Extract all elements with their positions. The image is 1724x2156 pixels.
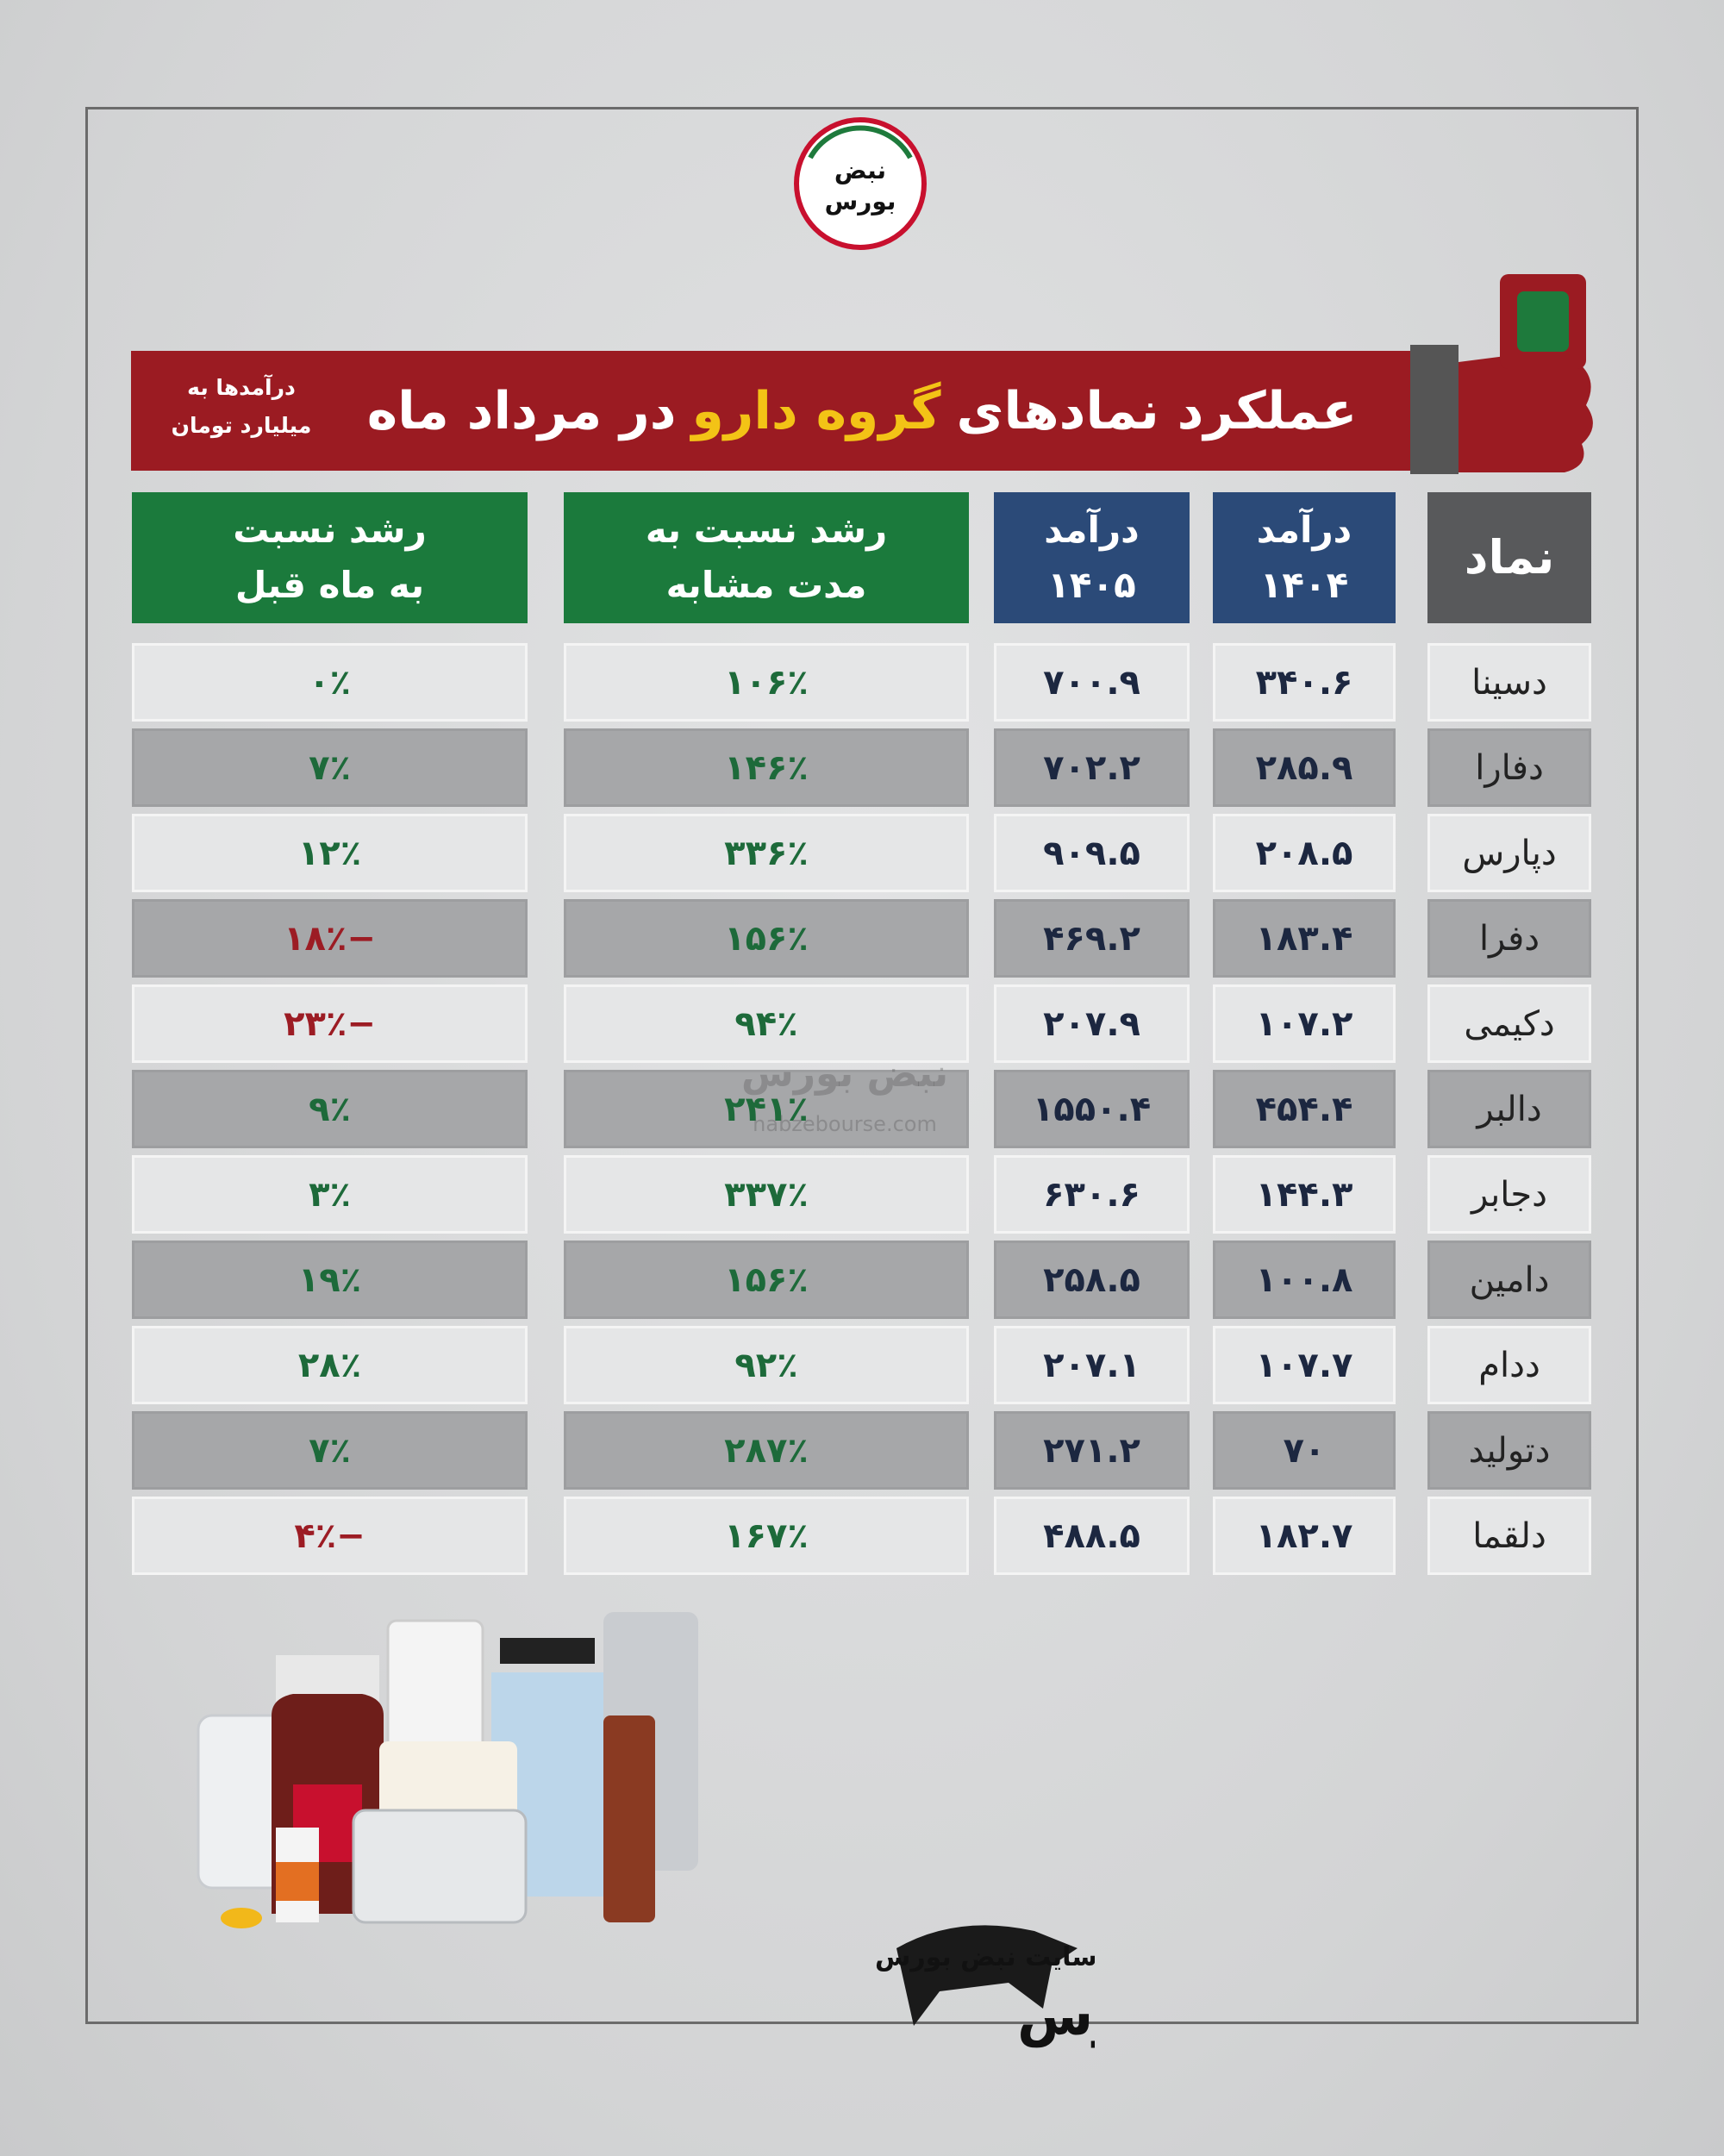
value-cell: ۳۳۷٪ <box>564 1155 969 1234</box>
value-cell: ۲۰۷.۹ <box>994 984 1190 1063</box>
value-cell: ۲۵۸.۵ <box>994 1240 1190 1319</box>
title-text: در مرداد ماه <box>366 380 677 441</box>
header-line: ۱۴۰۵ <box>1047 564 1136 606</box>
value-cell: ۱۴۴.۳ <box>1213 1155 1396 1234</box>
value-cell: ۳۴۰.۶ <box>1213 643 1396 722</box>
header-line: مدت مشابه <box>665 564 867 606</box>
value-cell: ۳٪ <box>132 1155 528 1234</box>
symbol-cell: دجابر <box>1427 1155 1591 1234</box>
footer-brand: سایت نبض بورس نبض بورس <box>875 1925 1095 2048</box>
title-banner <box>131 351 1416 471</box>
hand-icon <box>1410 274 1593 474</box>
value-cell: ۱۵۶٪ <box>564 899 969 978</box>
value-cell: ۶۳۰.۶ <box>994 1155 1190 1234</box>
symbol-cell: دفرا <box>1427 899 1591 978</box>
medicine-illustration <box>197 1612 698 1928</box>
value-cell: −۴٪ <box>132 1497 528 1575</box>
header-line: رشد نسبت به <box>645 509 888 551</box>
value-cell: ۱۶۷٪ <box>564 1497 969 1575</box>
value-cell: ۱۰۰.۸ <box>1213 1240 1396 1319</box>
header-cell: نماد <box>1427 492 1591 623</box>
symbol-cell: ددام <box>1427 1326 1591 1404</box>
symbol-cell: دسینا <box>1427 643 1591 722</box>
value-cell: ۷۰ <box>1213 1411 1396 1490</box>
value-cell: ۴۶۹.۲ <box>994 899 1190 978</box>
value-cell: ۱۴۶٪ <box>564 728 969 807</box>
symbol-cell: دتولید <box>1427 1411 1591 1490</box>
header-line: درآمد <box>1256 509 1352 551</box>
watermark: نبض بورس <box>741 1052 948 1096</box>
value-cell: ۱۲٪ <box>132 814 528 892</box>
header-line: درآمد <box>1044 509 1140 551</box>
value-cell: ۲۰۷.۱ <box>994 1326 1190 1404</box>
frame <box>85 107 1639 2024</box>
symbol-cell: دفارا <box>1427 728 1591 807</box>
unit-line: درآمدها به <box>187 375 296 400</box>
value-cell: ۷٪ <box>132 728 528 807</box>
value-cell: ۹٪ <box>132 1070 528 1148</box>
symbol-cell: دکیمی <box>1427 984 1591 1063</box>
logo-text: بورس <box>825 187 896 216</box>
value-cell: ۹۲٪ <box>564 1326 969 1404</box>
header-line: رشد نسبت <box>233 509 427 551</box>
value-cell: ۱۸۳.۴ <box>1213 899 1396 978</box>
value-cell: ۱۹٪ <box>132 1240 528 1319</box>
unit-line: میلیارد تومان <box>171 413 312 438</box>
value-cell: ۱۸۲.۷ <box>1213 1497 1396 1575</box>
header-line: به ماه قبل <box>234 564 425 606</box>
symbol-cell: دالبر <box>1427 1070 1591 1148</box>
value-cell: ۲۸۵.۹ <box>1213 728 1396 807</box>
value-cell: ۱۰۶٪ <box>564 643 969 722</box>
value-cell: ۳۳۶٪ <box>564 814 969 892</box>
symbol-cell: دپارس <box>1427 814 1591 892</box>
value-cell: ۷٪ <box>132 1411 528 1490</box>
logo-text: نبض <box>834 156 886 184</box>
symbol-cell: دامین <box>1427 1240 1591 1319</box>
value-cell: ۲۸۷٪ <box>564 1411 969 1490</box>
value-cell: ۹۴٪ <box>564 984 969 1063</box>
value-cell: −۲۳٪ <box>132 984 528 1063</box>
value-cell: ۷۰۲.۲ <box>994 728 1190 807</box>
logo: نبض بورس <box>794 117 927 250</box>
value-cell: ۱۵۵۰.۴ <box>994 1070 1190 1148</box>
value-cell: ۷۰۰.۹ <box>994 643 1190 722</box>
unit-note: درآمدها به میلیارد تومان <box>147 369 336 445</box>
title-text: عملکرد نمادهای <box>956 380 1358 441</box>
value-cell: ۲۴۱٪ <box>564 1070 969 1148</box>
title-highlight: گروه دارو <box>691 380 941 441</box>
value-cell: ۱۰۷.۲ <box>1213 984 1396 1063</box>
watermark-url: nabzebourse.com <box>753 1112 937 1136</box>
value-cell: ۱۵۶٪ <box>564 1240 969 1319</box>
header-cell: رشد نسبت به ماه قبل <box>132 492 528 623</box>
value-cell: ۲۷۱.۲ <box>994 1411 1190 1490</box>
value-cell: ۰٪ <box>132 643 528 722</box>
value-cell: ۱۰۷.۷ <box>1213 1326 1396 1404</box>
header-cell: درآمد ۱۴۰۴ <box>1213 492 1396 623</box>
value-cell: ۴۵۴.۴ <box>1213 1070 1396 1148</box>
header-cell: درآمد ۱۴۰۵ <box>994 492 1190 623</box>
footer-brand-text: نبض بورس <box>1017 1984 1095 2048</box>
value-cell: ۹۰۹.۵ <box>994 814 1190 892</box>
header-line: نماد <box>1464 530 1555 584</box>
header-line: ۱۴۰۴ <box>1259 564 1349 606</box>
value-cell: ۲۰۸.۵ <box>1213 814 1396 892</box>
header-cell: رشد نسبت به مدت مشابه <box>564 492 969 623</box>
value-cell: ۲۸٪ <box>132 1326 528 1404</box>
symbol-cell: دلقما <box>1427 1497 1591 1575</box>
footer-site-label: سایت نبض بورس <box>875 1942 1095 1972</box>
value-cell: ۴۸۸.۵ <box>994 1497 1190 1575</box>
value-cell: −۱۸٪ <box>132 899 528 978</box>
title: عملکرد نمادهای گروه دارو در مرداد ماه <box>328 351 1396 471</box>
